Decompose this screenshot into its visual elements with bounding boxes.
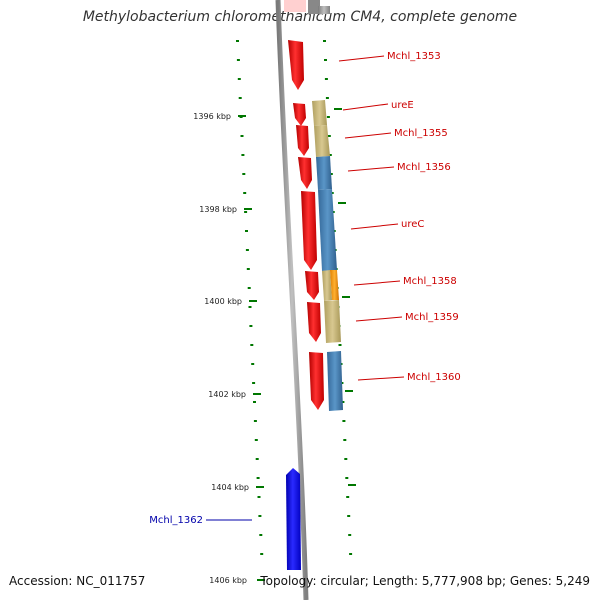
guide-dot — [347, 515, 351, 517]
gene-arrow-mchl-1355[interactable] — [296, 125, 309, 156]
guide-dot — [256, 477, 260, 479]
feature-block — [318, 6, 330, 14]
gene-label-mchl-1353[interactable]: Mchl_1353 — [387, 51, 441, 62]
gene-labels: Mchl_1353 ureE Mchl_1355 Mchl_1356 ureC … — [149, 51, 460, 526]
gene-arrow-mchl-1359[interactable] — [307, 302, 321, 342]
gene-arrow-urec[interactable] — [301, 191, 317, 270]
leader-line — [347, 166, 395, 172]
gene-arrow-mchl-1362[interactable] — [286, 468, 301, 570]
guide-dot — [259, 534, 263, 536]
gene-label-urec[interactable]: ureC — [401, 219, 424, 230]
leader-line — [355, 316, 403, 322]
feature-ring — [312, 6, 343, 411]
guide-dot — [323, 40, 326, 42]
forward-strand-genes — [288, 40, 324, 410]
guide-dot — [245, 230, 248, 232]
guide-dot — [324, 78, 328, 80]
guide-dot — [244, 211, 248, 213]
guide-dot — [246, 268, 250, 270]
guide-dot — [329, 173, 333, 175]
guide-dot — [255, 458, 259, 460]
guide-dot — [338, 344, 342, 346]
feature-block-steelblue — [316, 156, 332, 190]
guide-dot — [248, 306, 252, 308]
gene-label-mchl-1362[interactable]: Mchl_1362 — [149, 515, 203, 526]
feature-block-khaki — [312, 100, 327, 126]
guide-dot — [238, 97, 242, 99]
leader-line — [353, 280, 401, 286]
gene-label-mchl-1358[interactable]: Mchl_1358 — [403, 276, 457, 287]
guide-dot — [328, 154, 332, 156]
gene-label-uree[interactable]: ureE — [391, 100, 414, 111]
guide-dot — [349, 553, 353, 555]
guide-dot — [348, 534, 352, 536]
guide-dot — [236, 59, 240, 61]
guide-dot — [342, 420, 346, 422]
feature-block-khaki — [322, 270, 332, 301]
guide-dot — [250, 344, 254, 346]
guide-dot — [326, 116, 330, 118]
guide-dot — [245, 249, 249, 251]
guide-dots-left — [236, 40, 264, 555]
guide-dot — [325, 97, 329, 99]
gene-label-mchl-1360[interactable]: Mchl_1360 — [407, 372, 461, 383]
guide-dot — [327, 135, 331, 137]
tick-label: 1406 kbp — [209, 576, 247, 585]
guide-dot — [260, 553, 264, 555]
feature-block-khaki — [314, 125, 330, 157]
topology-text: Topology: circular; Length: 5,777,908 bp… — [260, 574, 590, 588]
guide-dot — [344, 458, 348, 460]
guide-dot — [240, 135, 244, 137]
backbone-top-stub — [308, 0, 320, 14]
tick-label: 1400 kbp — [204, 297, 242, 306]
guide-dot — [343, 439, 347, 441]
tick-label: 1396 kbp — [193, 112, 231, 121]
feature-block-steelblue — [327, 351, 343, 411]
guide-dot — [252, 382, 256, 384]
guide-dot — [251, 363, 255, 365]
feature-block-orange — [330, 270, 339, 300]
gene-label-mchl-1356[interactable]: Mchl_1356 — [397, 162, 451, 173]
guide-dot — [236, 40, 239, 42]
leader-line — [342, 103, 389, 111]
gene-arrow-mchl-1360[interactable] — [309, 352, 324, 410]
faded-gene-top — [284, 0, 306, 12]
leader-line — [344, 132, 392, 139]
leader-line — [338, 55, 385, 62]
guide-dot — [257, 496, 261, 498]
guide-dot — [242, 173, 246, 175]
gene-arrow-uree[interactable] — [293, 103, 306, 126]
guide-dot — [341, 401, 345, 403]
guide-dot — [258, 515, 262, 517]
gene-arrow-mchl-1353[interactable] — [288, 40, 304, 90]
guide-dot — [324, 59, 327, 61]
feature-block-khaki — [324, 300, 341, 343]
guide-dot — [253, 401, 256, 403]
guide-dot — [241, 154, 245, 156]
gene-arrow-mchl-1358[interactable] — [305, 271, 319, 300]
scale-ticks: 1396 kbp 1398 kbp 1400 kbp 1402 kbp 1404… — [193, 108, 356, 585]
leader-line — [350, 223, 399, 230]
tick-label: 1402 kbp — [208, 390, 246, 399]
guide-dot — [247, 287, 251, 289]
gene-label-mchl-1355[interactable]: Mchl_1355 — [394, 128, 448, 139]
leader-line — [357, 376, 405, 381]
feature-block-steelblue — [318, 189, 337, 271]
accession-text: Accession: NC_011757 — [9, 574, 146, 588]
tick-label: 1404 kbp — [211, 483, 249, 492]
guide-dot — [249, 325, 253, 327]
guide-dot — [237, 78, 241, 80]
genome-title: Methylobacterium chloromethanicum CM4, c… — [82, 9, 518, 25]
gene-label-mchl-1359[interactable]: Mchl_1359 — [405, 312, 459, 323]
genome-backbone — [275, 0, 309, 600]
guide-dot — [254, 439, 258, 441]
guide-dot — [253, 420, 257, 422]
guide-dot — [243, 192, 247, 194]
guide-dot — [346, 496, 350, 498]
tick-label: 1398 kbp — [199, 205, 237, 214]
gene-arrow-mchl-1356[interactable] — [298, 157, 312, 189]
guide-dot — [345, 477, 349, 479]
